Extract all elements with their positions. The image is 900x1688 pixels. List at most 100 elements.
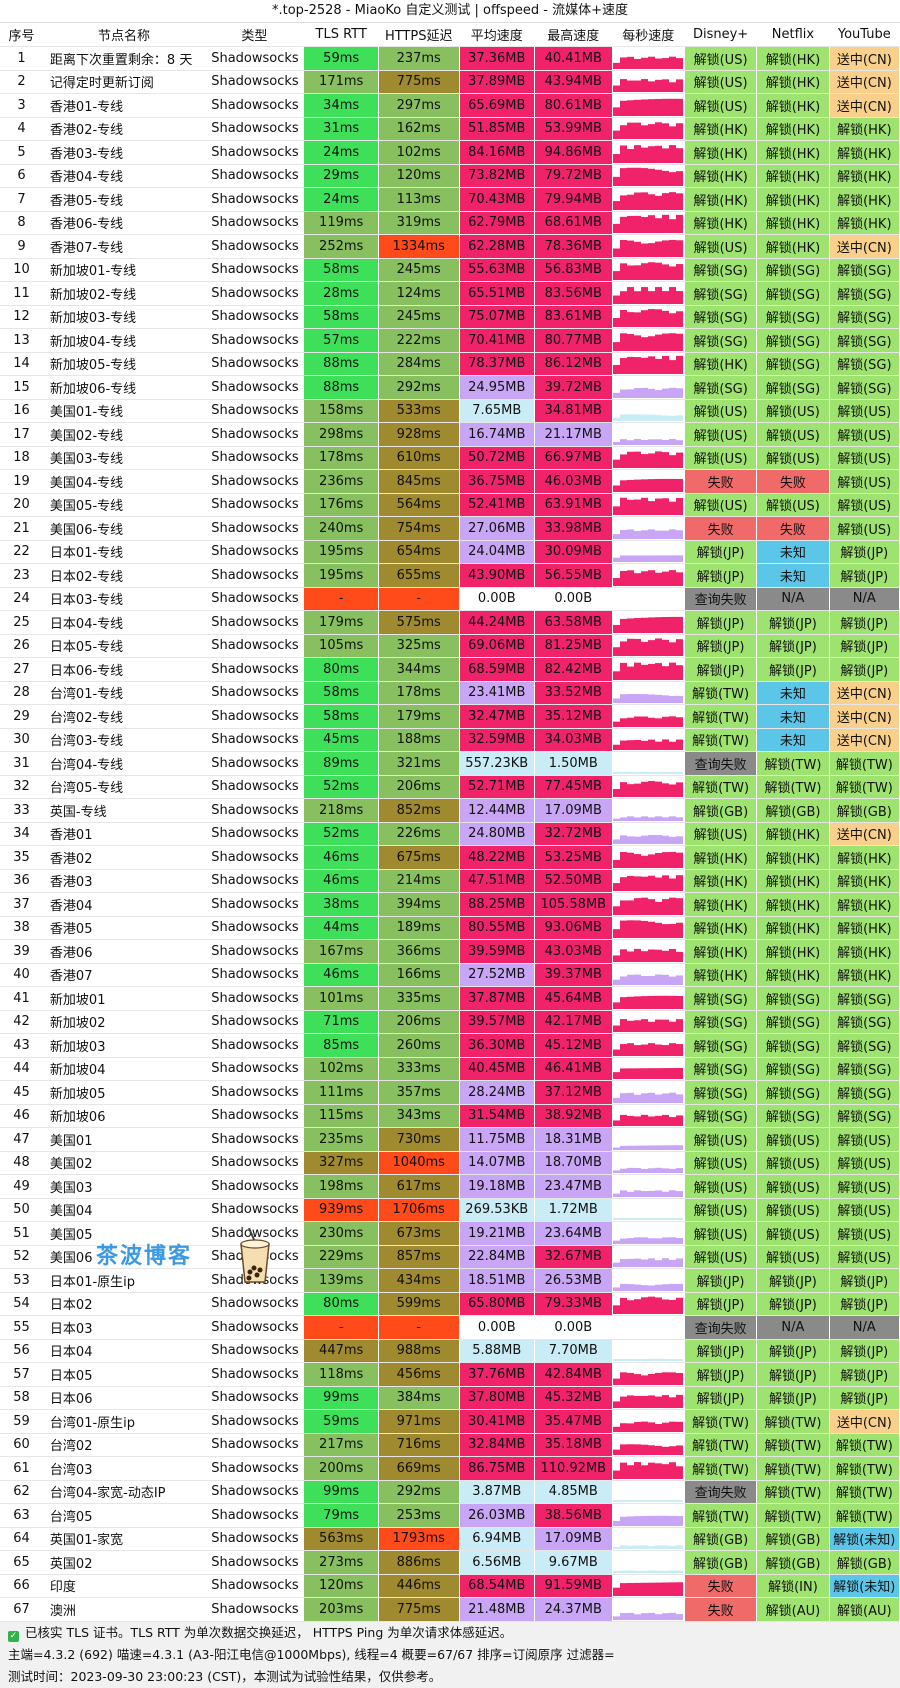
sparkline-bar (612, 1401, 620, 1409)
sparkline-bar (675, 1144, 683, 1150)
sparkline-bar (668, 569, 676, 586)
sparkline-bar (640, 454, 648, 469)
sparkline-bar (654, 695, 662, 704)
sparkline-bar (619, 1115, 627, 1127)
sparkline-bar (633, 216, 641, 234)
youtube-status: 解锁(SG) (829, 1057, 900, 1081)
node-name: 香港04-专线 (43, 164, 206, 188)
sparkline-bar (612, 1049, 620, 1056)
sparkline-bar (619, 851, 627, 868)
node-name: 英国01-家宽 (43, 1527, 206, 1551)
header-col-disney: Disney+ (684, 23, 758, 47)
sparkline-bar (654, 877, 662, 892)
netflix-status: 解锁(HK) (756, 187, 830, 212)
sparkline-bar (661, 1463, 669, 1479)
netflix-status: 解锁(TW) (756, 751, 830, 776)
tls-rtt: 105ms (303, 634, 379, 658)
disney-status: 解锁(SG) (684, 986, 758, 1011)
sparkline-bar (640, 950, 648, 962)
node-type: Shadowsocks (204, 1057, 305, 1081)
sparkline-bar (675, 639, 683, 657)
table-row: 52美国06Shadowsocks229ms857ms22.84MB32.67M… (0, 1245, 900, 1269)
youtube-status: 解锁(SG) (829, 1010, 900, 1034)
sparkline-bar (612, 392, 620, 398)
speed-sparkline (612, 634, 685, 658)
sparkline-bar (626, 1145, 634, 1150)
sparkline-bar (675, 875, 683, 892)
speed-sparkline (612, 281, 685, 306)
https-latency: 237ms (378, 46, 460, 71)
sparkline-bar (647, 529, 655, 539)
netflix-status: 解锁(JP) (756, 1339, 830, 1363)
youtube-status: 解锁(JP) (829, 634, 900, 658)
speed-sparkline (612, 916, 685, 940)
sparkline-bar (661, 1068, 669, 1080)
sparkline-bar (633, 662, 641, 680)
https-latency: 434ms (378, 1268, 460, 1293)
avg-speed: 55.63MB (459, 258, 536, 282)
sparkline-bar (633, 617, 641, 633)
https-latency: 162ms (378, 117, 460, 141)
sparkline-bar (640, 716, 648, 727)
sparkline-bar (675, 1094, 683, 1103)
sparkline-bar (668, 191, 676, 210)
sparkline-bar (619, 100, 627, 116)
table-row: 63 台湾05 Shadowsocks 79ms 253ms 26.03MB 38.56MB… (0, 1503, 900, 1528)
sparkline-bar (633, 1020, 641, 1033)
max-speed: 33.98MB (534, 516, 613, 541)
avg-speed: 84.16MB (459, 140, 536, 165)
row-index: 66 (0, 1574, 44, 1598)
disney-status: 解锁(TW) (684, 775, 758, 799)
sparkline-bar (612, 1587, 620, 1597)
sparkline-bar (633, 920, 641, 939)
sparkline-bar (612, 318, 620, 328)
sparkline-bar (661, 851, 669, 868)
speed-sparkline (612, 563, 685, 588)
sparkline-bar (661, 452, 669, 469)
row-index: 37 (0, 892, 44, 917)
avg-speed: 24.95MB (459, 375, 536, 400)
youtube-status: N/A (829, 1315, 900, 1340)
sparkline-bar (640, 168, 648, 187)
sparkline-bar (647, 1359, 655, 1362)
row-index: 57 (0, 1362, 44, 1387)
sparkline-bar (647, 414, 655, 422)
sparkline-bar (668, 878, 676, 892)
sparkline-bar (619, 217, 627, 234)
netflix-status: 解锁(JP) (756, 1362, 830, 1387)
table-row: 62 台湾04-家宽-动态IP Shadowsocks 99ms 292ms 3.87MB… (0, 1480, 900, 1504)
max-speed: 45.64MB (534, 986, 613, 1011)
tls-rtt: 44ms (303, 916, 379, 940)
disney-status: 解锁(US) (684, 822, 758, 846)
sparkline-bar (661, 716, 669, 727)
disney-status: 解锁(SG) (684, 281, 758, 306)
table-row: 60 台湾02 Shadowsocks 217ms 716ms 32.84MB 35.18M… (0, 1433, 900, 1457)
sparkline-bar (626, 216, 634, 234)
sparkline-bar (626, 816, 634, 821)
youtube-status: 解锁(TW) (829, 1433, 900, 1457)
sparkline-bar (612, 295, 620, 304)
speed-sparkline (612, 211, 685, 235)
avg-speed: 65.69MB (459, 93, 536, 118)
disney-status: 解锁(GB) (684, 1527, 758, 1551)
youtube-status: 解锁(US) (829, 1174, 900, 1199)
disney-status: 解锁(HK) (684, 164, 758, 188)
sparkline-bar (654, 1238, 662, 1244)
row-index: 6 (0, 164, 44, 188)
netflix-status: 解锁(US) (756, 1127, 830, 1152)
table-row: 35 香港02 Shadowsocks 46ms 675ms 48.22MB 53.25MB… (0, 845, 900, 870)
sparkline-bar (668, 1359, 676, 1362)
sparkline-bar (633, 740, 641, 751)
node-name: 日本02 (43, 1292, 206, 1316)
sparkline-bar (619, 555, 627, 563)
tls-rtt: 89ms (303, 751, 379, 776)
sparkline-bar (640, 782, 648, 798)
sparkline-bar (619, 497, 627, 516)
row-index: 8 (0, 211, 44, 235)
sparkline-bar (640, 1375, 648, 1385)
youtube-status: 解锁(US) (829, 1127, 900, 1152)
max-speed: 38.56MB (534, 1503, 613, 1528)
sparkline-bar (626, 122, 634, 140)
youtube-status: 解锁(HK) (829, 187, 900, 212)
https-latency: 394ms (378, 892, 460, 917)
